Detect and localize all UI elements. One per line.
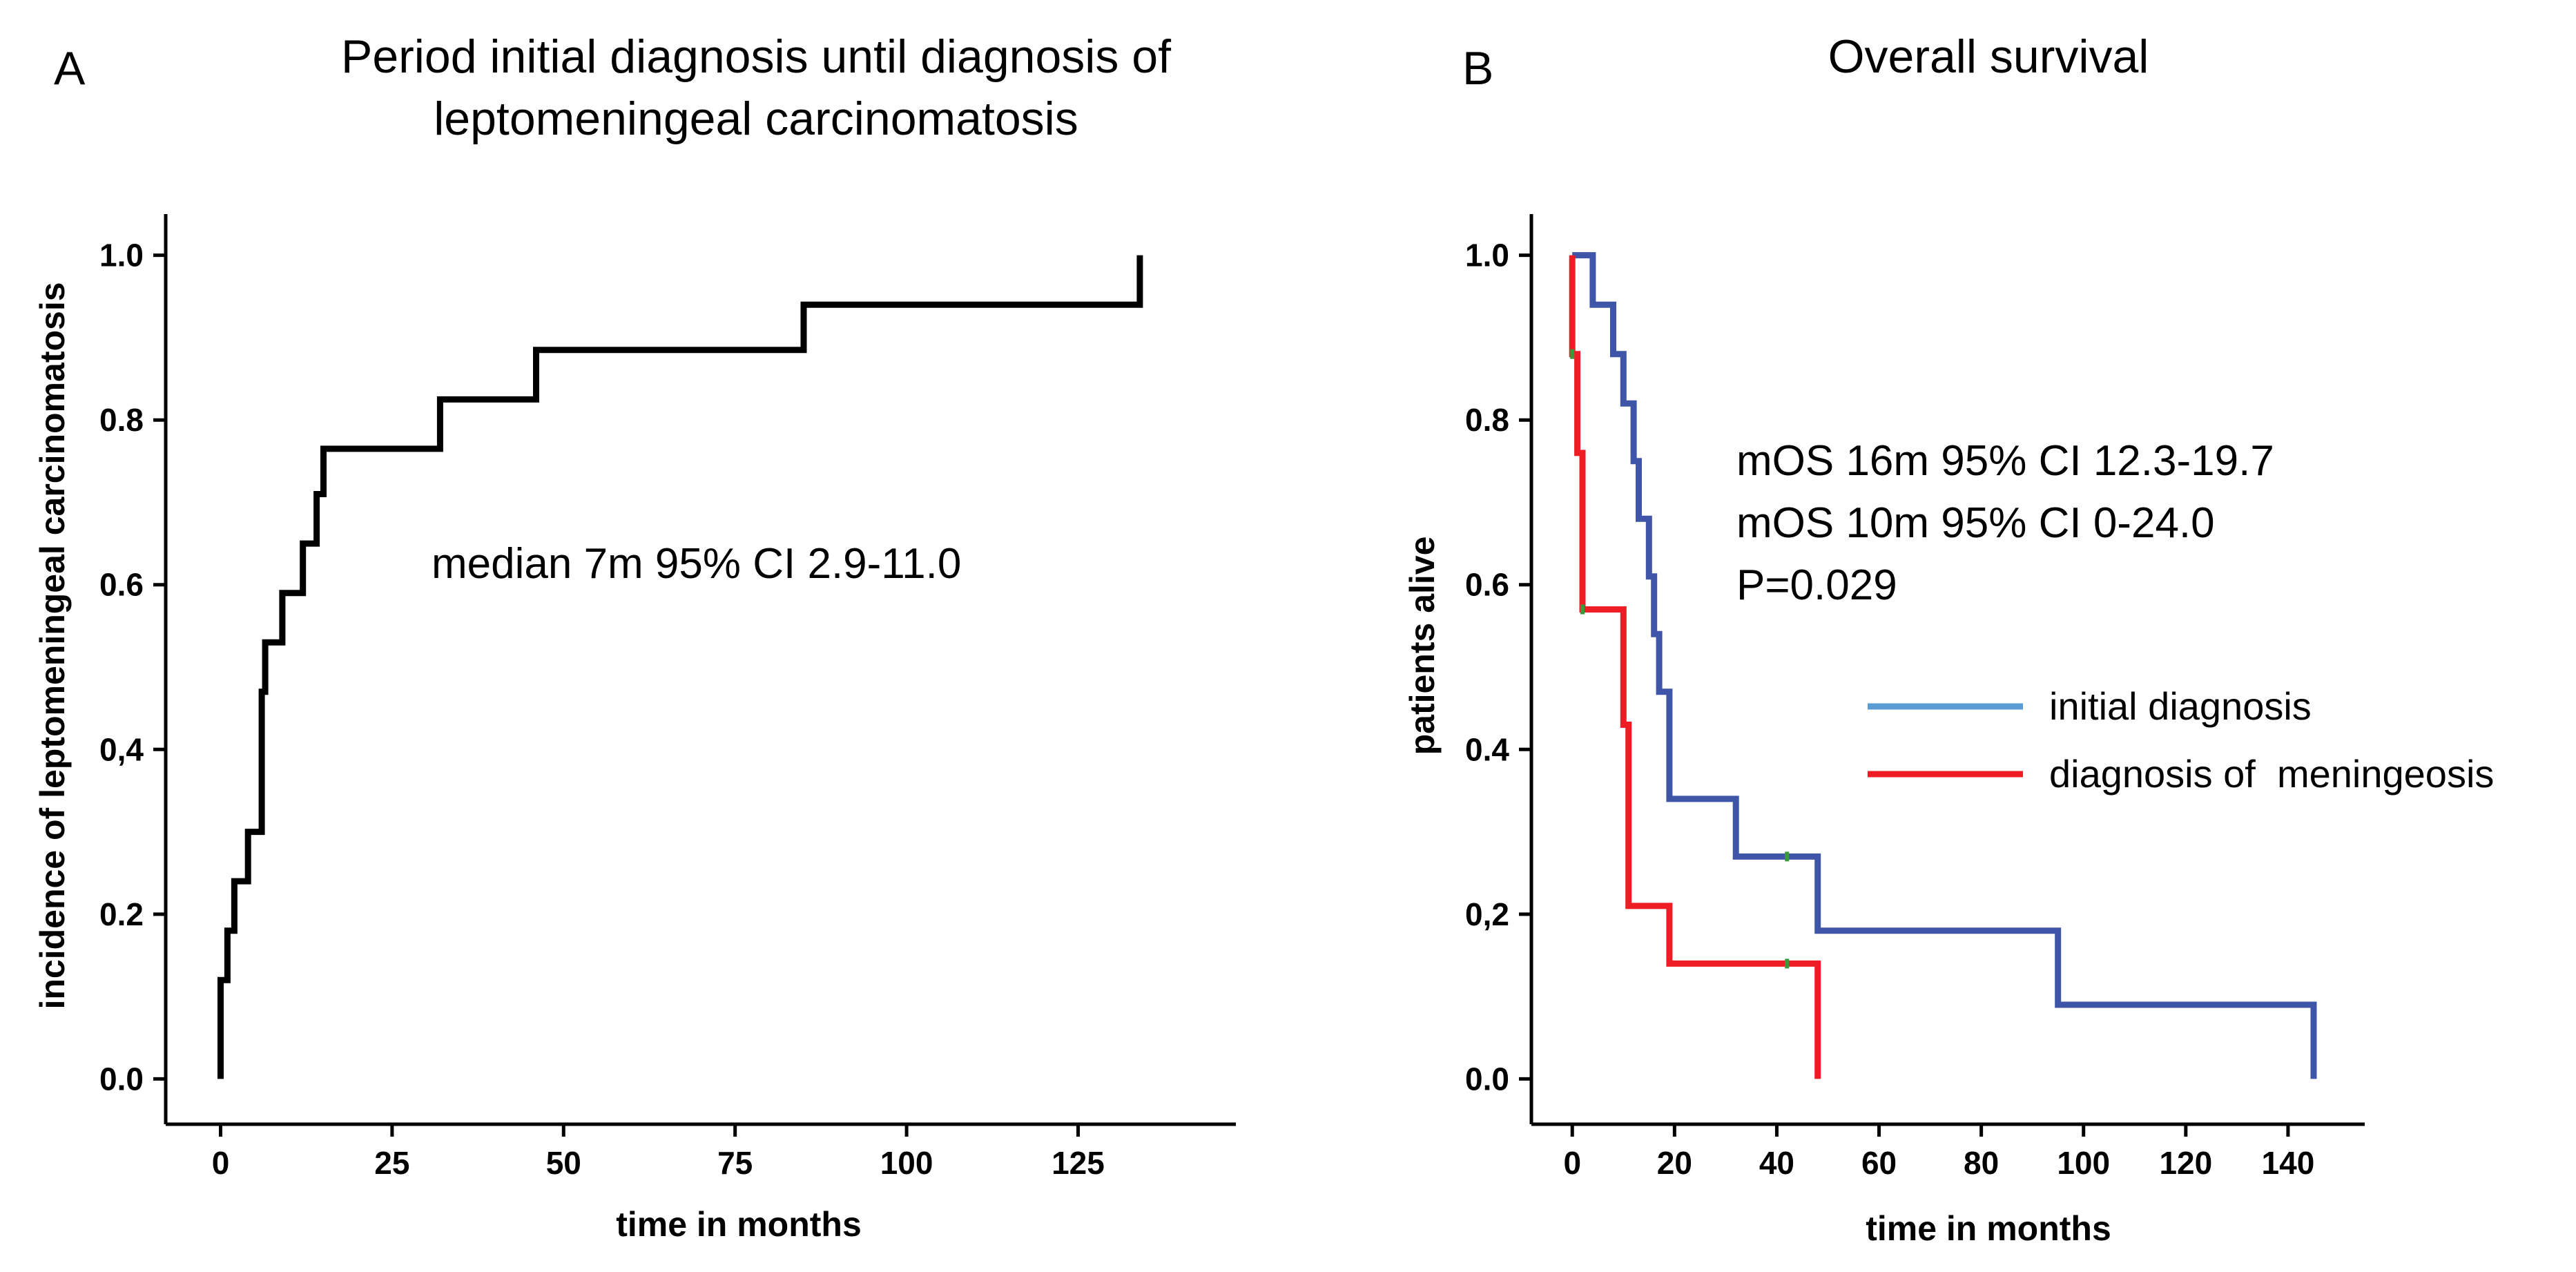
chart-a-title-line-1: Period initial diagnosis until diagnosis… — [341, 30, 1171, 83]
chart-b-title: Overall survival — [1828, 30, 2149, 83]
chart-b: B Overall survival 0 20 40 60 80 100 120 140 0.0… — [1403, 30, 2494, 1248]
chart-a-x-tick-label: 25 — [374, 1145, 409, 1181]
chart-a-x-tick-label: 100 — [880, 1145, 933, 1181]
chart-b-annotation-line-3: P=0.029 — [1736, 561, 1897, 609]
chart-b-y-tick-label: 0,2 — [1465, 896, 1509, 932]
chart-b-axes: 0 20 40 60 80 100 120 140 0.0 0,2 0.4 0.6 0.8 1.0 — [1465, 214, 2365, 1181]
chart-b-x-tick-label: 20 — [1657, 1145, 1692, 1181]
legend-label-diagnosis-of-meningeosis: diagnosis of meningeosis — [2049, 752, 2494, 796]
chart-b-x-tick-label: 60 — [1861, 1145, 1897, 1181]
chart-a-x-tick-label: 75 — [717, 1145, 753, 1181]
chart-a-annotation: median 7m 95% CI 2.9-11.0 — [432, 540, 961, 588]
chart-a-y-tick-label: 0.2 — [99, 896, 144, 932]
chart-b-annotation-line-1: mOS 16m 95% CI 12.3-19.7 — [1736, 437, 2274, 485]
chart-b-y-tick-label: 0.8 — [1465, 402, 1509, 438]
chart-b-y-tick-label: 0.0 — [1465, 1061, 1509, 1097]
chart-b-x-tick-label: 0 — [1563, 1145, 1581, 1181]
chart-a-y-axis-label: incidence of leptomeningeal carcinomatos… — [33, 282, 72, 1009]
chart-a-x-tick-label: 50 — [546, 1145, 581, 1181]
chart-a-y-tick-label: 0.8 — [99, 402, 144, 438]
chart-a-plot — [217, 255, 1143, 1079]
chart-b-x-tick-label: 100 — [2057, 1145, 2110, 1181]
chart-b-y-tick-label: 0.6 — [1465, 567, 1509, 603]
chart-b-x-axis-label: time in months — [1866, 1209, 2111, 1248]
chart-b-x-tick-label: 120 — [2159, 1145, 2212, 1181]
chart-a-y-tick-label: 0.6 — [99, 567, 144, 603]
chart-a-x-tick-label: 125 — [1052, 1145, 1105, 1181]
chart-b-x-tick-label: 40 — [1759, 1145, 1794, 1181]
chart-a: A Period initial diagnosis until diagnos… — [33, 30, 1236, 1244]
chart-b-legend: initial diagnosis diagnosis of meningeos… — [1868, 684, 2494, 796]
chart-b-x-tick-label: 80 — [1964, 1145, 1999, 1181]
chart-b-y-tick-label: 1.0 — [1465, 238, 1509, 273]
chart-b-plot — [1569, 252, 2317, 1079]
chart-a-y-tick-label: 0.0 — [99, 1061, 144, 1097]
chart-a-y-tick-label: 0,4 — [99, 731, 144, 767]
chart-a-x-axis-label: time in months — [616, 1205, 862, 1244]
chart-a-axes: 0 25 50 75 100 125 0.0 0.2 0,4 0.6 0.8 1.0 — [99, 214, 1236, 1181]
chart-b-x-tick-label: 140 — [2262, 1145, 2315, 1181]
chart-b-y-axis-label: patients alive — [1403, 537, 1442, 755]
chart-a-y-tick-label: 1.0 — [99, 238, 144, 273]
chart-a-series-1-line — [217, 255, 1143, 1079]
legend-label-initial-diagnosis: initial diagnosis — [2049, 684, 2312, 728]
chart-a-title-line-2: leptomeningeal carcinomatosis — [434, 93, 1078, 145]
chart-b-panel-label: B — [1462, 42, 1493, 95]
chart-a-panel-label: A — [54, 42, 86, 95]
chart-b-series-2-line — [1569, 255, 1821, 1079]
chart-b-annotation-line-2: mOS 10m 95% CI 0-24.0 — [1736, 499, 2215, 547]
chart-b-y-tick-label: 0.4 — [1465, 731, 1509, 767]
chart-b-series-1-line — [1572, 252, 2317, 1079]
chart-a-x-tick-label: 0 — [212, 1145, 230, 1181]
